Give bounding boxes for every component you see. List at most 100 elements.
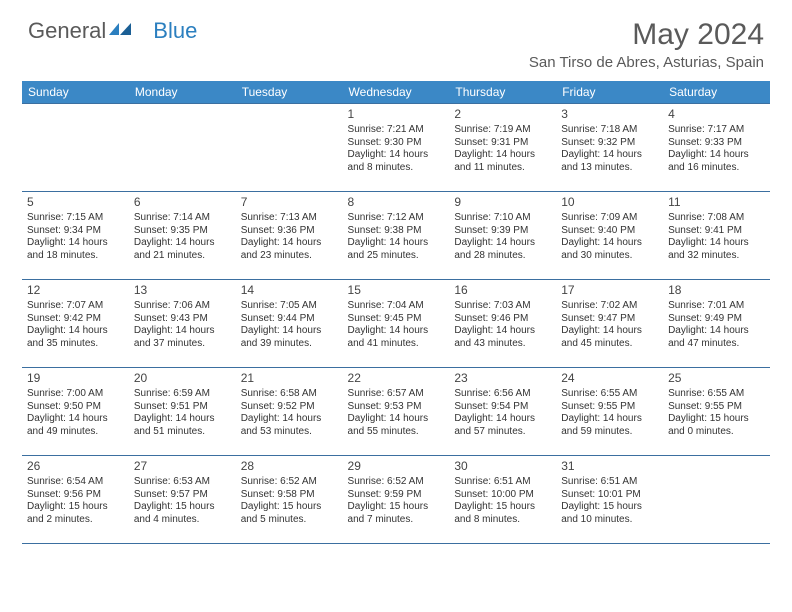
calendar-head: Sunday Monday Tuesday Wednesday Thursday… bbox=[22, 81, 770, 104]
sunrise-text: Sunrise: 7:15 AM bbox=[27, 212, 124, 225]
day-number: 10 bbox=[561, 195, 658, 210]
brand-logo: General Blue bbox=[28, 18, 197, 44]
sunset-text: Sunset: 9:41 PM bbox=[668, 225, 765, 238]
day-number: 18 bbox=[668, 283, 765, 298]
daylight-text: Daylight: 14 hours and 49 minutes. bbox=[27, 413, 124, 438]
calendar-row: 26Sunrise: 6:54 AMSunset: 9:56 PMDayligh… bbox=[22, 456, 770, 544]
sunrise-text: Sunrise: 6:52 AM bbox=[241, 476, 338, 489]
calendar-cell: 13Sunrise: 7:06 AMSunset: 9:43 PMDayligh… bbox=[129, 280, 236, 368]
brand-triangle-icon bbox=[109, 21, 131, 42]
day-number: 26 bbox=[27, 459, 124, 474]
calendar-cell bbox=[129, 104, 236, 192]
daylight-text: Daylight: 14 hours and 45 minutes. bbox=[561, 325, 658, 350]
calendar-cell: 6Sunrise: 7:14 AMSunset: 9:35 PMDaylight… bbox=[129, 192, 236, 280]
sunrise-text: Sunrise: 7:18 AM bbox=[561, 124, 658, 137]
daylight-text: Daylight: 14 hours and 51 minutes. bbox=[134, 413, 231, 438]
day-number: 11 bbox=[668, 195, 765, 210]
sunset-text: Sunset: 9:36 PM bbox=[241, 225, 338, 238]
calendar-row: 5Sunrise: 7:15 AMSunset: 9:34 PMDaylight… bbox=[22, 192, 770, 280]
sunset-text: Sunset: 9:50 PM bbox=[27, 401, 124, 414]
calendar-cell: 7Sunrise: 7:13 AMSunset: 9:36 PMDaylight… bbox=[236, 192, 343, 280]
day-number: 22 bbox=[348, 371, 445, 386]
day-number: 8 bbox=[348, 195, 445, 210]
sunset-text: Sunset: 9:33 PM bbox=[668, 137, 765, 150]
calendar-cell: 26Sunrise: 6:54 AMSunset: 9:56 PMDayligh… bbox=[22, 456, 129, 544]
location-text: San Tirso de Abres, Asturias, Spain bbox=[529, 54, 764, 71]
day-number: 29 bbox=[348, 459, 445, 474]
weekday-header: Saturday bbox=[663, 81, 770, 104]
calendar-row: 12Sunrise: 7:07 AMSunset: 9:42 PMDayligh… bbox=[22, 280, 770, 368]
day-number: 24 bbox=[561, 371, 658, 386]
sunset-text: Sunset: 9:49 PM bbox=[668, 313, 765, 326]
sunrise-text: Sunrise: 7:07 AM bbox=[27, 300, 124, 313]
day-number: 28 bbox=[241, 459, 338, 474]
sunrise-text: Sunrise: 6:59 AM bbox=[134, 388, 231, 401]
calendar-cell: 8Sunrise: 7:12 AMSunset: 9:38 PMDaylight… bbox=[343, 192, 450, 280]
sunrise-text: Sunrise: 6:55 AM bbox=[561, 388, 658, 401]
daylight-text: Daylight: 14 hours and 57 minutes. bbox=[454, 413, 551, 438]
calendar-cell: 28 Sunrise: 6:52 AMSunset: 9:58 PMDayligh… bbox=[236, 456, 343, 544]
daylight-text: Daylight: 15 hours and 2 minutes. bbox=[27, 501, 124, 526]
sunset-text: Sunset: 9:55 PM bbox=[561, 401, 658, 414]
sunrise-text: Sunrise: 7:17 AM bbox=[668, 124, 765, 137]
day-number: 31 bbox=[561, 459, 658, 474]
sunset-text: Sunset: 9:32 PM bbox=[561, 137, 658, 150]
sunset-text: Sunset: 9:58 PM bbox=[241, 489, 338, 502]
calendar-cell: 15Sunrise: 7:04 AMSunset: 9:45 PMDayligh… bbox=[343, 280, 450, 368]
day-number: 2 bbox=[454, 107, 551, 122]
daylight-text: Daylight: 14 hours and 53 minutes. bbox=[241, 413, 338, 438]
daylight-text: Daylight: 14 hours and 59 minutes. bbox=[561, 413, 658, 438]
sunrise-text: Sunrise: 6:54 AM bbox=[27, 476, 124, 489]
sunrise-text: Sunrise: 7:01 AM bbox=[668, 300, 765, 313]
sunrise-text: Sunrise: 6:51 AM bbox=[454, 476, 551, 489]
daylight-text: Daylight: 14 hours and 47 minutes. bbox=[668, 325, 765, 350]
calendar-cell: 4Sunrise: 7:17 AMSunset: 9:33 PMDaylight… bbox=[663, 104, 770, 192]
day-number: 27 bbox=[134, 459, 231, 474]
day-number: 21 bbox=[241, 371, 338, 386]
daylight-text: Daylight: 14 hours and 39 minutes. bbox=[241, 325, 338, 350]
sunset-text: Sunset: 9:35 PM bbox=[134, 225, 231, 238]
daylight-text: Daylight: 14 hours and 41 minutes. bbox=[348, 325, 445, 350]
day-number: 20 bbox=[134, 371, 231, 386]
sunset-text: Sunset: 9:47 PM bbox=[561, 313, 658, 326]
calendar-body: 1Sunrise: 7:21 AMSunset: 9:30 PMDaylight… bbox=[22, 104, 770, 544]
calendar-cell: 11Sunrise: 7:08 AMSunset: 9:41 PMDayligh… bbox=[663, 192, 770, 280]
calendar-row: 19Sunrise: 7:00 AMSunset: 9:50 PMDayligh… bbox=[22, 368, 770, 456]
sunrise-text: Sunrise: 7:03 AM bbox=[454, 300, 551, 313]
daylight-text: Daylight: 15 hours and 10 minutes. bbox=[561, 501, 658, 526]
sunset-text: Sunset: 9:59 PM bbox=[348, 489, 445, 502]
day-number: 19 bbox=[27, 371, 124, 386]
sunset-text: Sunset: 9:54 PM bbox=[454, 401, 551, 414]
daylight-text: Daylight: 14 hours and 18 minutes. bbox=[27, 237, 124, 262]
sunrise-text: Sunrise: 7:06 AM bbox=[134, 300, 231, 313]
sunrise-text: Sunrise: 6:53 AM bbox=[134, 476, 231, 489]
sunset-text: Sunset: 9:46 PM bbox=[454, 313, 551, 326]
daylight-text: Daylight: 14 hours and 35 minutes. bbox=[27, 325, 124, 350]
sunrise-text: Sunrise: 7:10 AM bbox=[454, 212, 551, 225]
day-number: 4 bbox=[668, 107, 765, 122]
sunrise-text: Sunrise: 6:52 AM bbox=[348, 476, 445, 489]
calendar-cell: 16Sunrise: 7:03 AMSunset: 9:46 PMDayligh… bbox=[449, 280, 556, 368]
day-number: 1 bbox=[348, 107, 445, 122]
sunrise-text: Sunrise: 7:21 AM bbox=[348, 124, 445, 137]
daylight-text: Daylight: 14 hours and 23 minutes. bbox=[241, 237, 338, 262]
day-number: 25 bbox=[668, 371, 765, 386]
day-number: 6 bbox=[134, 195, 231, 210]
sunrise-text: Sunrise: 7:14 AM bbox=[134, 212, 231, 225]
title-block: May 2024 San Tirso de Abres, Asturias, S… bbox=[529, 18, 764, 71]
calendar-cell: 14Sunrise: 7:05 AMSunset: 9:44 PMDayligh… bbox=[236, 280, 343, 368]
day-number: 9 bbox=[454, 195, 551, 210]
weekday-header: Friday bbox=[556, 81, 663, 104]
sunrise-text: Sunrise: 7:08 AM bbox=[668, 212, 765, 225]
sunrise-text: Sunrise: 7:09 AM bbox=[561, 212, 658, 225]
sunset-text: Sunset: 10:01 PM bbox=[561, 489, 658, 502]
day-number: 14 bbox=[241, 283, 338, 298]
daylight-text: Daylight: 15 hours and 8 minutes. bbox=[454, 501, 551, 526]
daylight-text: Daylight: 15 hours and 5 minutes. bbox=[241, 501, 338, 526]
calendar-cell: 20Sunrise: 6:59 AMSunset: 9:51 PMDayligh… bbox=[129, 368, 236, 456]
sunrise-text: Sunrise: 6:55 AM bbox=[668, 388, 765, 401]
calendar-cell: 12Sunrise: 7:07 AMSunset: 9:42 PMDayligh… bbox=[22, 280, 129, 368]
month-title: May 2024 bbox=[529, 18, 764, 52]
sunset-text: Sunset: 9:44 PM bbox=[241, 313, 338, 326]
calendar-cell bbox=[236, 104, 343, 192]
